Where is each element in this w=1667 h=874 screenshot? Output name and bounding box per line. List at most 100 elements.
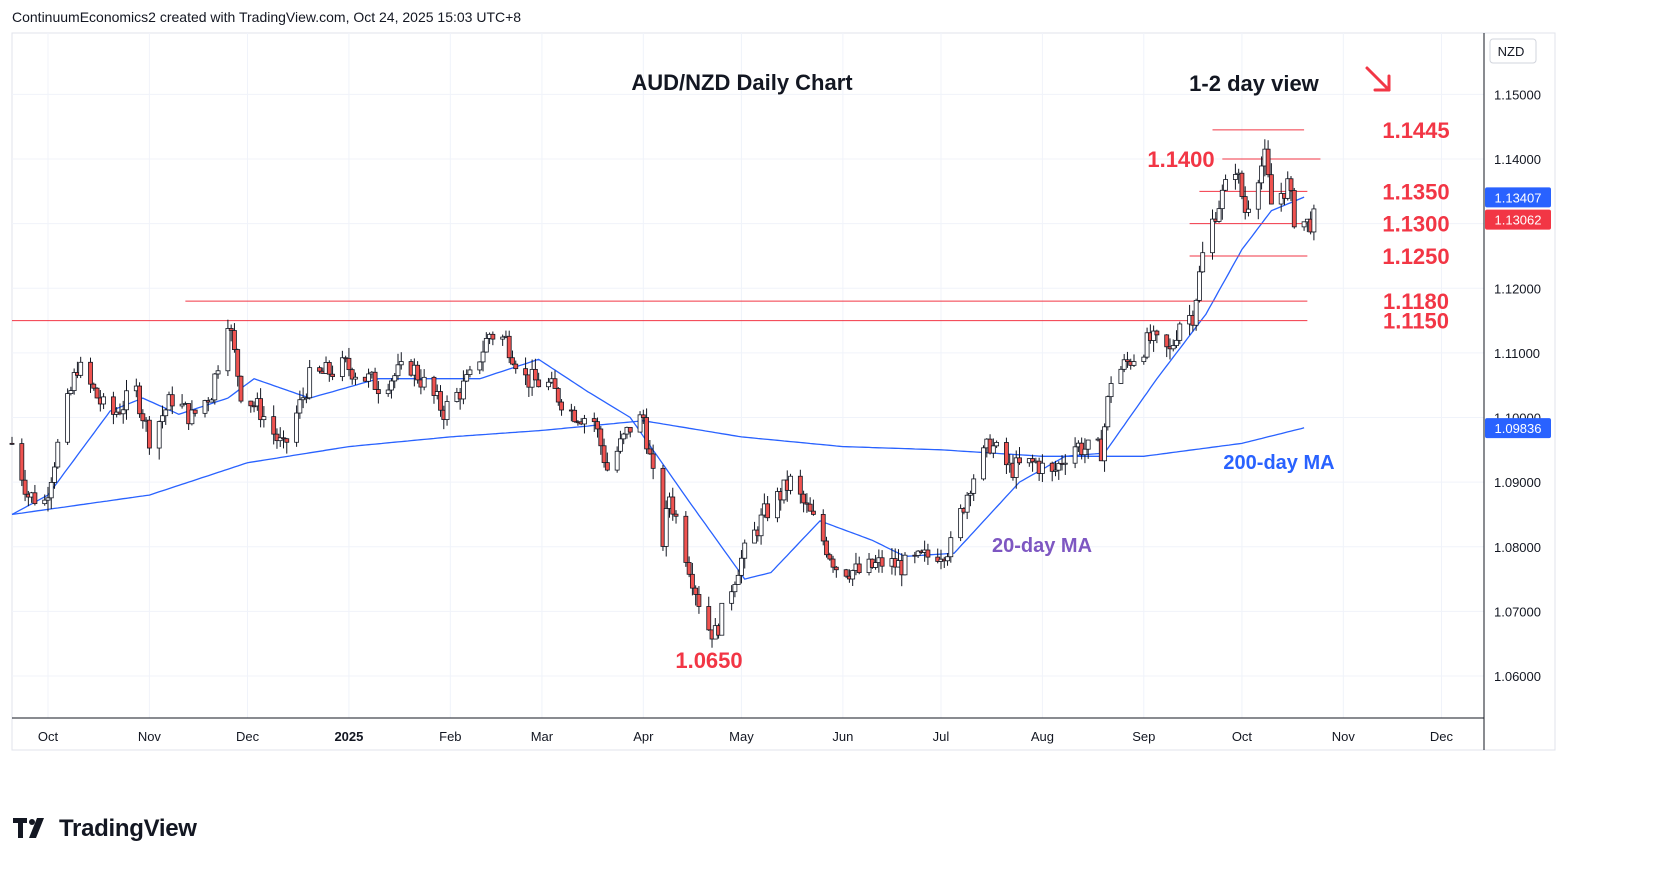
candle xyxy=(618,430,623,454)
candle-body xyxy=(1259,165,1264,184)
candle-body xyxy=(192,409,198,414)
candle-body xyxy=(833,566,839,571)
axes[interactable]: NZD 1.060001.070001.080001.090001.100001… xyxy=(12,33,1541,750)
candle-body xyxy=(1125,359,1130,362)
candle xyxy=(788,473,793,495)
candle-body xyxy=(873,562,878,568)
candle-body xyxy=(1210,218,1215,254)
candle xyxy=(438,385,443,417)
candle-body xyxy=(1246,208,1251,213)
candle-body xyxy=(124,390,129,411)
candle xyxy=(389,378,394,399)
x-tick-label: Jul xyxy=(933,729,950,744)
candle-body xyxy=(752,529,757,544)
candle xyxy=(52,462,57,489)
candle-body xyxy=(326,362,332,375)
candle-body xyxy=(1017,457,1022,464)
candle-body xyxy=(1311,208,1317,233)
level-label: 1.1250 xyxy=(1382,244,1449,269)
candle xyxy=(1223,174,1228,192)
candle xyxy=(1288,176,1294,202)
y-tick-label: 1.14000 xyxy=(1494,152,1541,167)
level-label: 1.1150 xyxy=(1383,309,1449,334)
candle-body xyxy=(1239,172,1245,197)
candle xyxy=(375,381,381,404)
candle-body xyxy=(1102,426,1107,462)
candle-body xyxy=(689,573,695,589)
candle-body xyxy=(277,437,283,442)
candle-body xyxy=(228,328,234,331)
candle xyxy=(120,400,126,424)
candle-body xyxy=(140,413,146,422)
candle xyxy=(238,375,244,404)
candle xyxy=(981,445,986,481)
grid-layer xyxy=(12,33,1484,718)
ma20-line xyxy=(11,196,1305,580)
candle xyxy=(990,438,996,459)
candle xyxy=(461,370,466,405)
candle xyxy=(232,323,237,353)
candle xyxy=(971,474,977,502)
candle xyxy=(111,391,116,425)
candle-body xyxy=(261,416,267,421)
candle xyxy=(346,347,352,377)
candle-body xyxy=(1105,396,1111,428)
candle-body xyxy=(1082,448,1088,456)
candle-body xyxy=(1049,462,1055,472)
candle xyxy=(490,331,496,346)
candle-body xyxy=(1053,469,1058,472)
x-tick-label: 2025 xyxy=(334,729,363,744)
candle-body xyxy=(968,492,973,496)
candle-body xyxy=(546,381,551,388)
x-tick-label: Oct xyxy=(38,729,59,744)
candle-body xyxy=(1151,330,1157,341)
chart-title: AUD/NZD Daily Chart xyxy=(631,70,853,95)
candle xyxy=(775,487,780,523)
candle-body xyxy=(467,369,473,375)
candle-body xyxy=(915,550,921,556)
candle xyxy=(925,543,931,565)
currency-badge xyxy=(1489,38,1537,64)
candle xyxy=(225,319,231,377)
candle xyxy=(385,383,391,397)
candle-body xyxy=(706,606,712,631)
candle-body xyxy=(797,475,803,495)
candle-body xyxy=(811,510,816,515)
tradingview-logo[interactable]: TradingView xyxy=(13,815,197,843)
candle xyxy=(160,405,165,429)
candle xyxy=(101,393,106,410)
candle xyxy=(169,386,175,415)
candle xyxy=(1105,395,1111,431)
candle-body xyxy=(248,400,254,407)
level-label: 1.1400 xyxy=(1147,147,1214,172)
candle-body xyxy=(663,508,669,547)
candle-body xyxy=(1197,271,1202,301)
candle-body xyxy=(372,371,378,390)
arrow-down-right-icon xyxy=(1365,66,1391,92)
candle xyxy=(78,356,84,379)
candle-body xyxy=(45,497,51,501)
candle xyxy=(326,360,332,382)
candle-body xyxy=(225,328,231,372)
x-tick-label: Dec xyxy=(236,729,260,744)
candle-body xyxy=(1072,446,1078,464)
level-label: 1.1180 xyxy=(1383,289,1449,314)
candle-body xyxy=(843,569,849,577)
candle xyxy=(1125,351,1130,368)
price-tag xyxy=(1485,209,1551,230)
candle-body xyxy=(48,481,54,499)
candle xyxy=(1219,184,1225,220)
chart-frame xyxy=(11,32,1556,751)
candle-body xyxy=(591,418,597,423)
candle-body xyxy=(683,515,689,563)
candle xyxy=(415,361,421,384)
x-tick-label: Apr xyxy=(633,729,654,744)
candle xyxy=(467,365,473,378)
candle-body xyxy=(650,453,656,469)
candle xyxy=(559,399,564,416)
candle-body xyxy=(1141,356,1147,363)
candle-body xyxy=(1154,330,1160,336)
candle xyxy=(261,406,267,428)
candle-body xyxy=(513,363,519,370)
